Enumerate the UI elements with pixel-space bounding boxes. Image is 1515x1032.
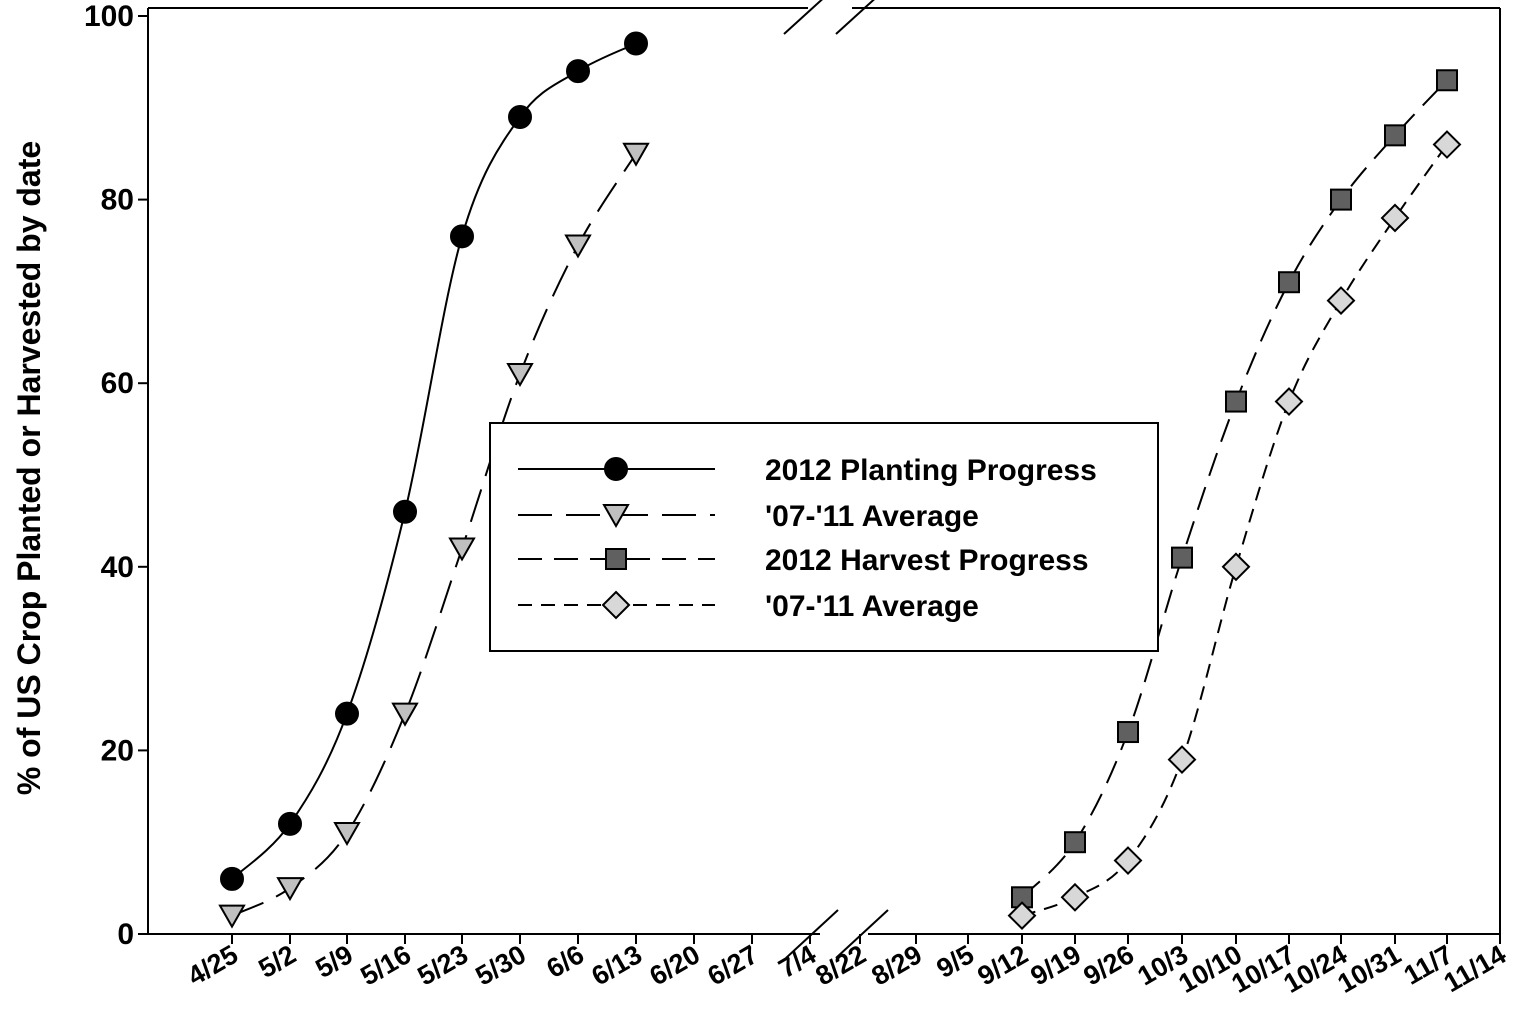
axis-break-mark <box>835 0 875 35</box>
x-tick-label: 5/16 <box>355 939 416 991</box>
data-point <box>1436 69 1458 92</box>
axis-break-mark <box>835 909 889 959</box>
legend-item: '07-'11 Average <box>518 590 979 623</box>
data-point <box>335 701 359 726</box>
data-point <box>278 811 302 836</box>
data-point <box>1060 882 1090 912</box>
series-layer <box>218 31 1462 931</box>
data-point <box>218 904 246 929</box>
data-point <box>1326 286 1356 315</box>
legend: 2012 Planting Progress '07-'11 Average 201… <box>489 422 1159 652</box>
data-point <box>1384 124 1406 147</box>
x-tick-label: 6/6 <box>541 939 589 984</box>
x-tick-label: 11/14 <box>1439 939 1511 998</box>
data-point <box>1117 721 1139 744</box>
x-tick-label: 5/30 <box>470 939 531 991</box>
series-2 <box>218 142 650 929</box>
data-point <box>1007 901 1037 931</box>
x-tick-label: 6/27 <box>702 939 763 991</box>
legend-marker <box>604 457 628 481</box>
data-point <box>564 234 592 259</box>
data-point <box>1221 552 1251 582</box>
legend-marker <box>605 548 627 570</box>
data-point <box>391 702 419 727</box>
x-tick-label: 8/22 <box>810 939 871 991</box>
y-tick-label: 40 <box>101 551 134 584</box>
data-point <box>1064 831 1086 854</box>
data-point <box>1274 387 1304 416</box>
x-tick-label: 9/12 <box>972 939 1033 991</box>
data-point <box>622 142 650 167</box>
y-tick-label: 80 <box>101 184 134 217</box>
data-point <box>1432 130 1462 159</box>
data-point <box>220 866 244 891</box>
x-tick-label: 9/5 <box>931 939 979 984</box>
x-tick-label: 5/2 <box>253 939 301 984</box>
data-point <box>450 224 474 249</box>
legend-label: 2012 Harvest Progress <box>765 544 1089 577</box>
series-line <box>1021 79 1448 898</box>
data-point <box>506 363 534 388</box>
legend-marker <box>602 504 630 529</box>
data-point <box>1278 271 1300 294</box>
x-tick-label: 7/4 <box>773 939 821 984</box>
x-tick-label: 4/25 <box>182 939 243 991</box>
data-point <box>1113 846 1143 875</box>
legend-box <box>489 422 1159 652</box>
series-line <box>231 153 637 917</box>
x-tick-label: 8/29 <box>866 939 927 991</box>
y-tick-label: 20 <box>101 734 134 767</box>
data-point <box>1330 188 1352 211</box>
axis-break-mark <box>783 0 823 35</box>
data-point <box>393 499 417 524</box>
series-4 <box>1007 130 1462 931</box>
y-tick-label: 100 <box>84 0 134 33</box>
y-tick-label: 0 <box>117 918 134 951</box>
legend-label: 2012 Planting Progress <box>765 454 1097 487</box>
legend-label: '07-'11 Average <box>765 590 979 623</box>
x-tick-label: 10/31 <box>1332 939 1406 999</box>
y-axis-label: % of US Crop Planted or Harvested by dat… <box>11 141 47 795</box>
data-point <box>624 31 648 56</box>
x-tick-label: 6/13 <box>586 939 647 991</box>
legend-label: '07-'11 Average <box>765 500 979 533</box>
axis-break-mark <box>785 909 839 959</box>
legend-item: 2012 Planting Progress <box>518 454 1097 487</box>
y-tick-label: 60 <box>101 367 134 400</box>
legend-marker <box>601 590 631 620</box>
data-point <box>333 822 361 847</box>
x-tick-label: 9/19 <box>1025 939 1086 991</box>
x-tick-label: 5/23 <box>412 939 473 991</box>
series-1 <box>220 31 648 891</box>
data-point <box>448 537 476 562</box>
data-point <box>1171 546 1193 569</box>
series-line <box>1021 143 1448 917</box>
series-3 <box>1011 69 1458 909</box>
data-point <box>1380 203 1410 233</box>
series-line <box>231 42 637 880</box>
x-tick-label: 9/26 <box>1078 939 1139 991</box>
legend-item: 2012 Harvest Progress <box>518 544 1089 577</box>
x-tick-label: 5/9 <box>310 939 358 984</box>
data-point <box>566 59 590 84</box>
data-point <box>1225 390 1247 413</box>
legend-item: '07-'11 Average <box>518 500 979 533</box>
x-tick-label: 6/20 <box>644 939 705 991</box>
data-point <box>508 104 532 129</box>
data-point <box>276 877 304 902</box>
data-point <box>1167 745 1197 774</box>
